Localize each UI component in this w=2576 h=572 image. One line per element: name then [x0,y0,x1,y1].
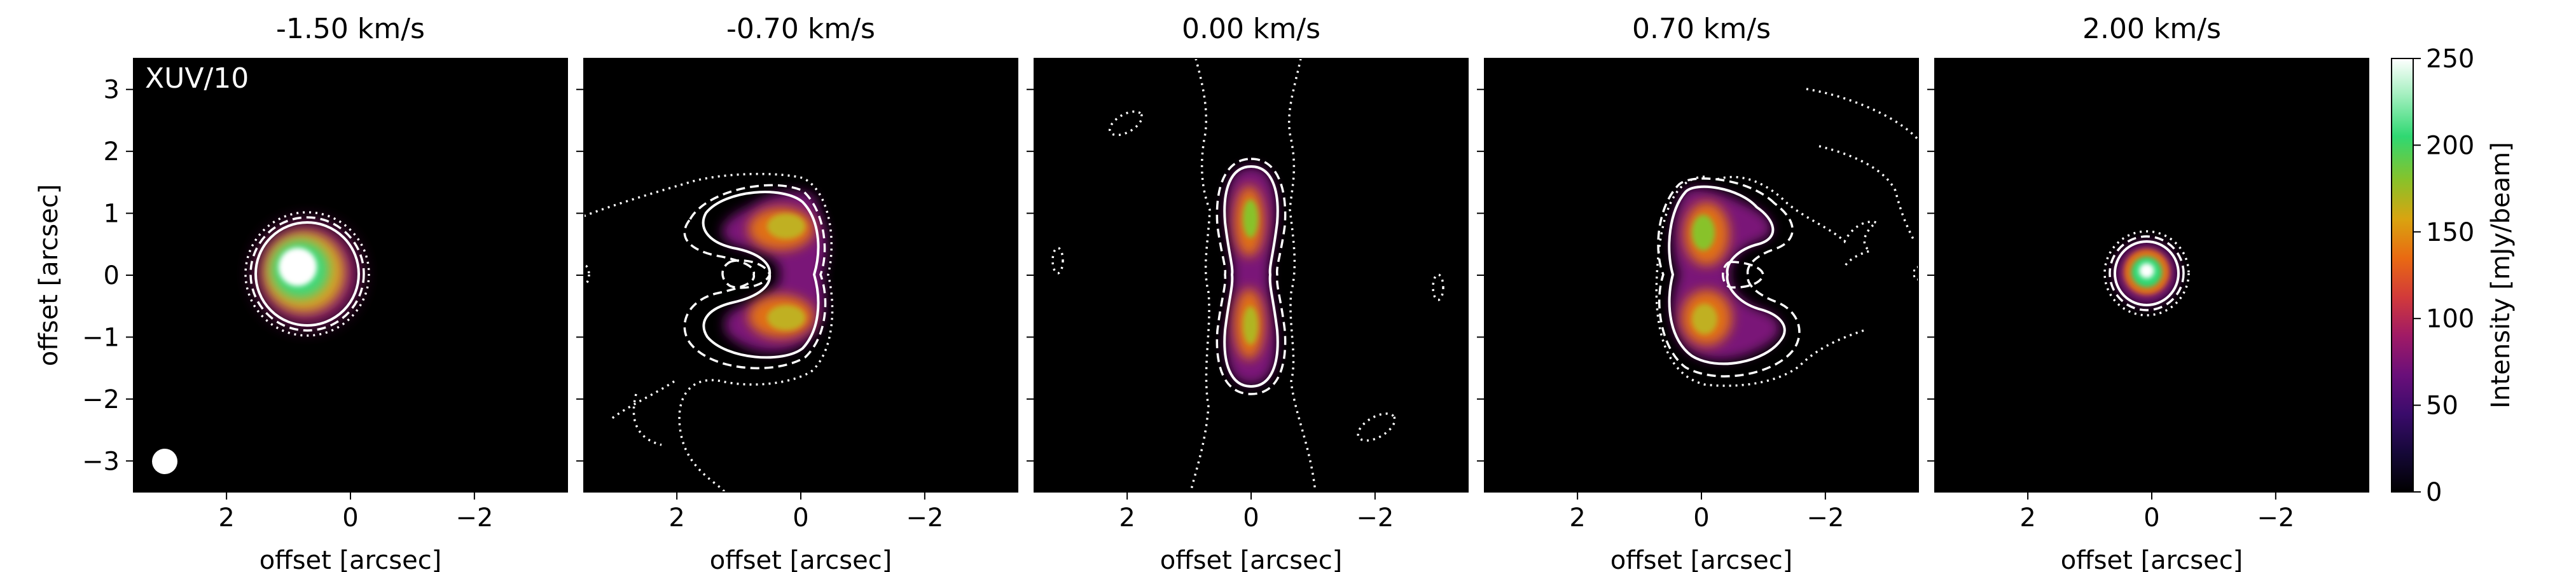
panel-3-image [1051,58,1444,492]
panel-1-contour-solid [254,221,360,327]
colorbar-tick-label: 200 [2426,131,2474,160]
panel-1-contour-dotted [244,211,370,337]
panel-2-image [584,172,834,492]
panel-4-image [1655,88,1918,387]
x-tick-label: 2 [668,503,684,533]
colorbar-tick-label: 150 [2426,218,2474,247]
panel-3-xlabel: offset [arcsec] [1160,546,1343,572]
y-tick-label: −1 [82,323,120,352]
x-tick-label: 0 [793,503,808,533]
panel-5: 2.00 km/s offset [arcsec] [1934,13,2369,572]
panel-1-title: -1.50 km/s [276,13,425,45]
panel-4-contour-solid [1668,185,1786,365]
colorbar-label: Intensity [mJy/beam] [2486,142,2516,408]
panel-4: 0.70 km/s offset [arcsec] [1484,13,1919,572]
x-tick-label: 0 [1243,503,1259,533]
x-tick-label: 2 [2019,503,2035,533]
panel-2-xlabel: offset [arcsec] [710,546,892,572]
y-tick-label: 3 [104,76,120,105]
panel-4-xlabel: offset [arcsec] [1610,546,1793,572]
x-tick-label: 0 [342,503,358,533]
colorbar: 0 50 100 150 200 250 Intensity [mJy/beam] [2391,44,2516,507]
y-tick-label: −2 [82,385,120,414]
panel-2-contour-dotted [584,172,834,492]
colorbar-tick-label: 250 [2426,44,2474,74]
axis-ticks: 2 0 −2 3 2 1 0 −1 −2 −3 2 0 −2 2 0 −2 2 0 −2 2 0 −2 [82,76,2294,533]
panel-3: 0.00 km/s offset [arcsec] [1034,13,1469,572]
panel-3-contour-dashed [1215,158,1287,395]
x-tick-label: 2 [1119,503,1135,533]
panel-1-contour-dashed [249,216,365,332]
colorbar-gradient [2391,58,2414,493]
panel-5-contour-dashed [2109,235,2185,311]
panel-4-title: 0.70 km/s [1632,13,1771,45]
beam-ellipse [152,449,177,474]
panel-2-title: -0.70 km/s [726,13,875,45]
x-tick-label: 0 [2143,503,2159,533]
panel-5-image [2103,230,2190,317]
panel-2: -0.70 km/s offset [arcsec] [583,13,1018,572]
panel-1-image [244,211,370,337]
panel-5-xlabel: offset [arcsec] [2061,546,2243,572]
panel-5-title: 2.00 km/s [2082,13,2221,45]
panel-3-contour-solid [1223,165,1279,388]
x-tick-label: 2 [218,503,234,533]
colorbar-tick-label: 100 [2426,304,2474,334]
x-tick-label: −2 [1806,503,1844,533]
panel-1-annotation: XUV/10 [145,62,249,95]
colorbar-tick-label: 0 [2426,478,2442,507]
panel-2-contour-solid [702,191,820,359]
panel-1-xlabel: offset [arcsec] [260,546,442,572]
y-tick-label: −3 [82,447,120,476]
x-tick-label: −2 [1356,503,1394,533]
colorbar-tick-label: 50 [2426,392,2458,421]
panel-5-contour-solid [2114,240,2180,306]
y-axis-label: offset [arcsec] [34,184,64,367]
x-tick-label: −2 [455,503,493,533]
x-tick-label: 2 [1569,503,1585,533]
x-tick-label: −2 [2257,503,2294,533]
colorbar-ticks: 0 50 100 150 200 250 [2413,44,2474,507]
panel-5-contour-dotted [2103,230,2190,317]
panel-2-contour-dashed [683,184,827,370]
y-tick-label: 0 [104,261,120,290]
x-tick-label: −2 [906,503,943,533]
x-tick-label: 0 [1693,503,1709,533]
y-tick-label: 1 [104,200,120,229]
y-tick-label: 2 [104,137,120,167]
panel-3-title: 0.00 km/s [1182,13,1320,45]
panel-4-contour-dashed [1657,177,1801,378]
panel-1: -1.50 km/s XUV/10 offset [arcsec] [133,13,568,572]
